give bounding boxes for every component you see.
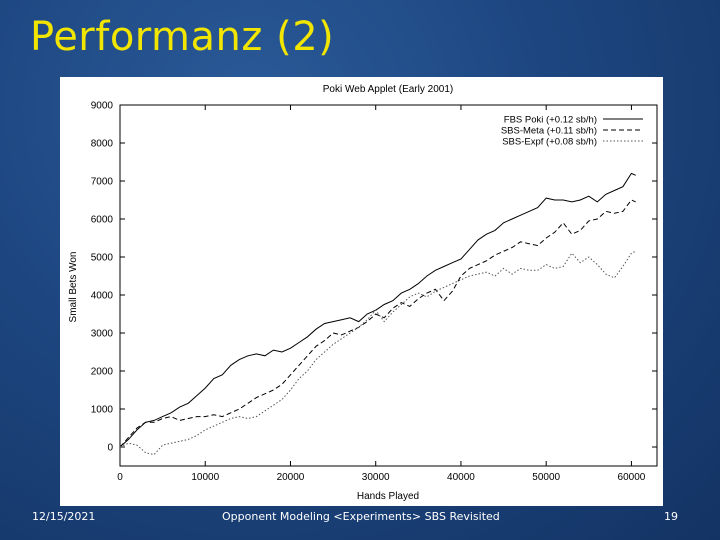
x-tick-label: 60000 [618,472,646,483]
series-line-3 [119,250,636,456]
plot-area [119,104,658,467]
y-tick-label: 9000 [91,101,114,112]
y-tick-label: 1000 [91,405,114,416]
footer-center-text: Opponent Modeling <Experiments> SBS Revi… [222,510,500,523]
chart-title: Poki Web Applet (Early 2001) [323,84,453,95]
legend-label: SBS-Meta (+0.11 sb/h) [501,126,597,137]
legend-label: FBS Poki (+0.12 sb/h) [504,115,597,126]
footer-date: 12/15/2021 [32,510,96,523]
y-tick-label: 7000 [91,177,114,188]
y-tick-label: 5000 [91,253,114,264]
y-tick-label: 8000 [91,139,114,150]
y-axis-label: Small Bets Won [68,252,79,323]
slide-title: Performanz (2) [30,14,335,60]
series-line-2 [119,199,636,448]
y-tick-label: 3000 [91,329,114,340]
x-tick-label: 40000 [447,472,475,483]
x-tick-label: 0 [117,472,123,483]
legend-label: SBS-Expf (+0.08 sb/h) [502,137,597,148]
x-tick-label: 20000 [277,472,305,483]
line-chart: Poki Web Applet (Early 2001) Hands Playe… [68,84,658,502]
chart-panel: Poki Web Applet (Early 2001) Hands Playe… [60,77,663,506]
y-tick-label: 2000 [91,367,114,378]
x-tick-label: 10000 [191,472,219,483]
series-line-1 [119,172,636,448]
x-axis-label: Hands Played [357,491,419,502]
y-tick-label: 0 [107,443,113,454]
y-tick-label: 4000 [91,291,114,302]
y-tick-label: 6000 [91,215,114,226]
x-tick-label: 50000 [532,472,560,483]
x-tick-label: 30000 [362,472,390,483]
slide-number: 19 [664,510,678,523]
